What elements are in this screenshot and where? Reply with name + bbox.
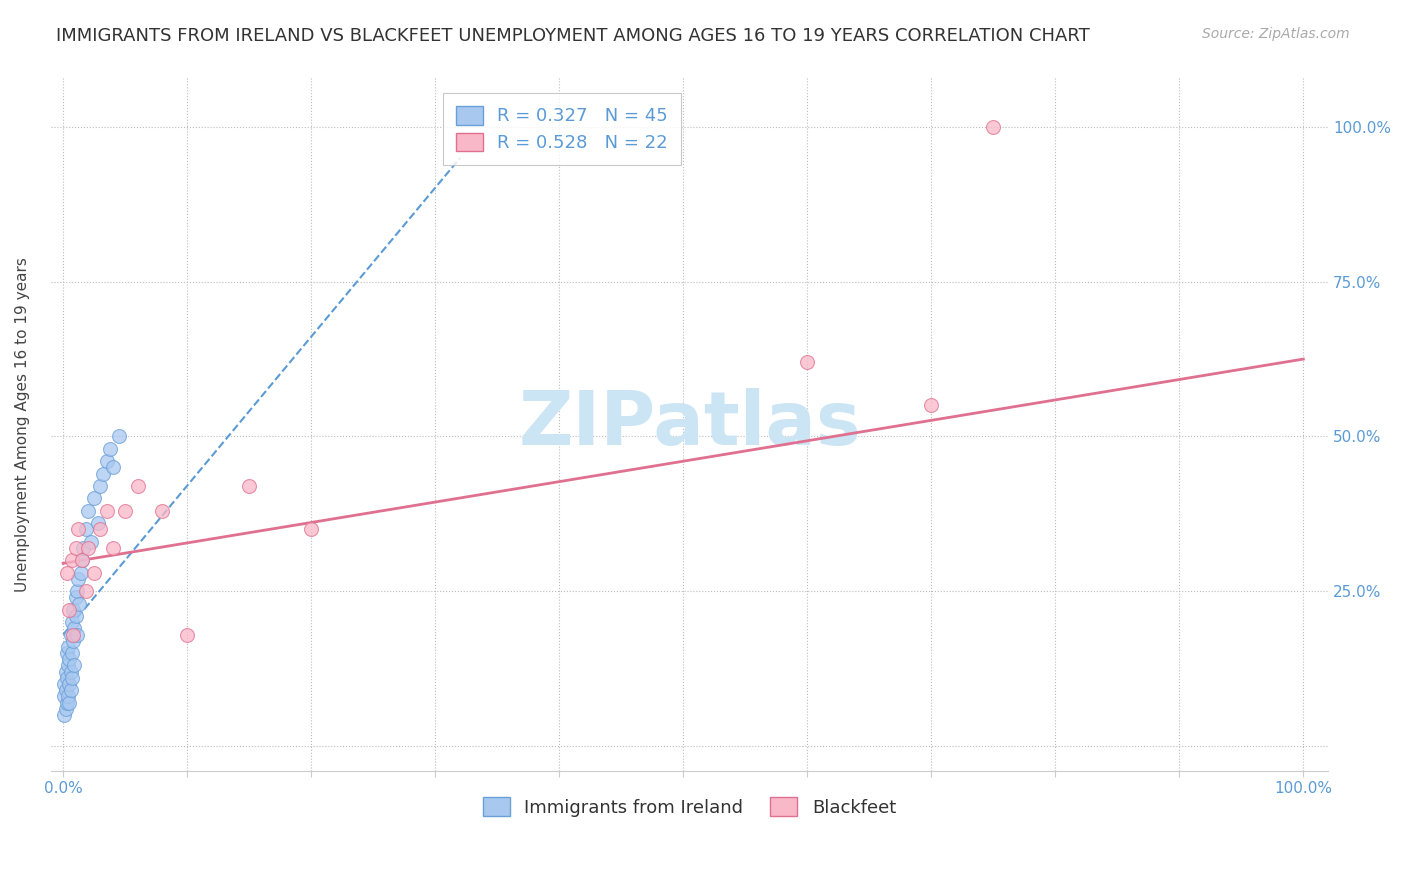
Point [75, 522, 97, 536]
Point [114, 504, 136, 518]
Point [65, 591, 87, 605]
Point [75, 584, 97, 599]
Point [152, 504, 174, 518]
Legend: Immigrants from Ireland, Blackfeet: Immigrants from Ireland, Blackfeet [475, 790, 904, 824]
Point [56, 646, 79, 660]
Point [58, 640, 80, 654]
Point [55, 683, 77, 698]
Point [59, 665, 82, 679]
Point [58, 690, 80, 704]
Point [55, 702, 77, 716]
Point [796, 355, 818, 369]
Point [52, 708, 75, 723]
Point [53, 677, 76, 691]
Point [62, 603, 84, 617]
Point [58, 677, 80, 691]
Point [98, 442, 121, 456]
Point [67, 597, 90, 611]
Point [67, 572, 90, 586]
Point [53, 690, 76, 704]
Point [65, 541, 87, 555]
Point [62, 627, 84, 641]
Point [127, 479, 149, 493]
Point [60, 553, 83, 567]
Point [60, 615, 83, 629]
Point [59, 683, 82, 698]
Point [56, 696, 79, 710]
Point [63, 658, 86, 673]
Point [77, 504, 100, 518]
Y-axis label: Unemployment Among Ages 16 to 19 years: Unemployment Among Ages 16 to 19 years [15, 257, 30, 591]
Point [56, 671, 79, 685]
Point [176, 627, 198, 641]
Point [87, 516, 110, 530]
Point [58, 696, 80, 710]
Point [59, 627, 82, 641]
Point [238, 479, 260, 493]
Point [55, 665, 77, 679]
Point [89, 479, 111, 493]
Point [66, 584, 89, 599]
Point [70, 553, 93, 567]
Point [67, 522, 90, 536]
Point [66, 627, 89, 641]
Text: Source: ZipAtlas.com: Source: ZipAtlas.com [1202, 27, 1350, 41]
Point [101, 541, 124, 555]
Text: ZIPatlas: ZIPatlas [519, 387, 860, 460]
Point [83, 491, 105, 506]
Point [60, 671, 83, 685]
Point [70, 553, 93, 567]
Point [77, 541, 100, 555]
Point [65, 609, 87, 624]
Text: IMMIGRANTS FROM IRELAND VS BLACKFEET UNEMPLOYMENT AMONG AGES 16 TO 19 YEARS CORR: IMMIGRANTS FROM IRELAND VS BLACKFEET UNE… [56, 27, 1090, 45]
Point [58, 603, 80, 617]
Point [79, 534, 101, 549]
Point [91, 467, 114, 481]
Point [299, 522, 322, 536]
Point [108, 429, 131, 443]
Point [96, 454, 118, 468]
Point [63, 621, 86, 635]
Point [101, 460, 124, 475]
Point [58, 658, 80, 673]
Point [89, 522, 111, 536]
Point [62, 633, 84, 648]
Point [56, 566, 79, 580]
Point [69, 566, 91, 580]
Point [60, 646, 83, 660]
Point [981, 120, 1004, 134]
Point [920, 399, 942, 413]
Point [96, 504, 118, 518]
Point [83, 566, 105, 580]
Point [58, 652, 80, 666]
Point [72, 541, 94, 555]
